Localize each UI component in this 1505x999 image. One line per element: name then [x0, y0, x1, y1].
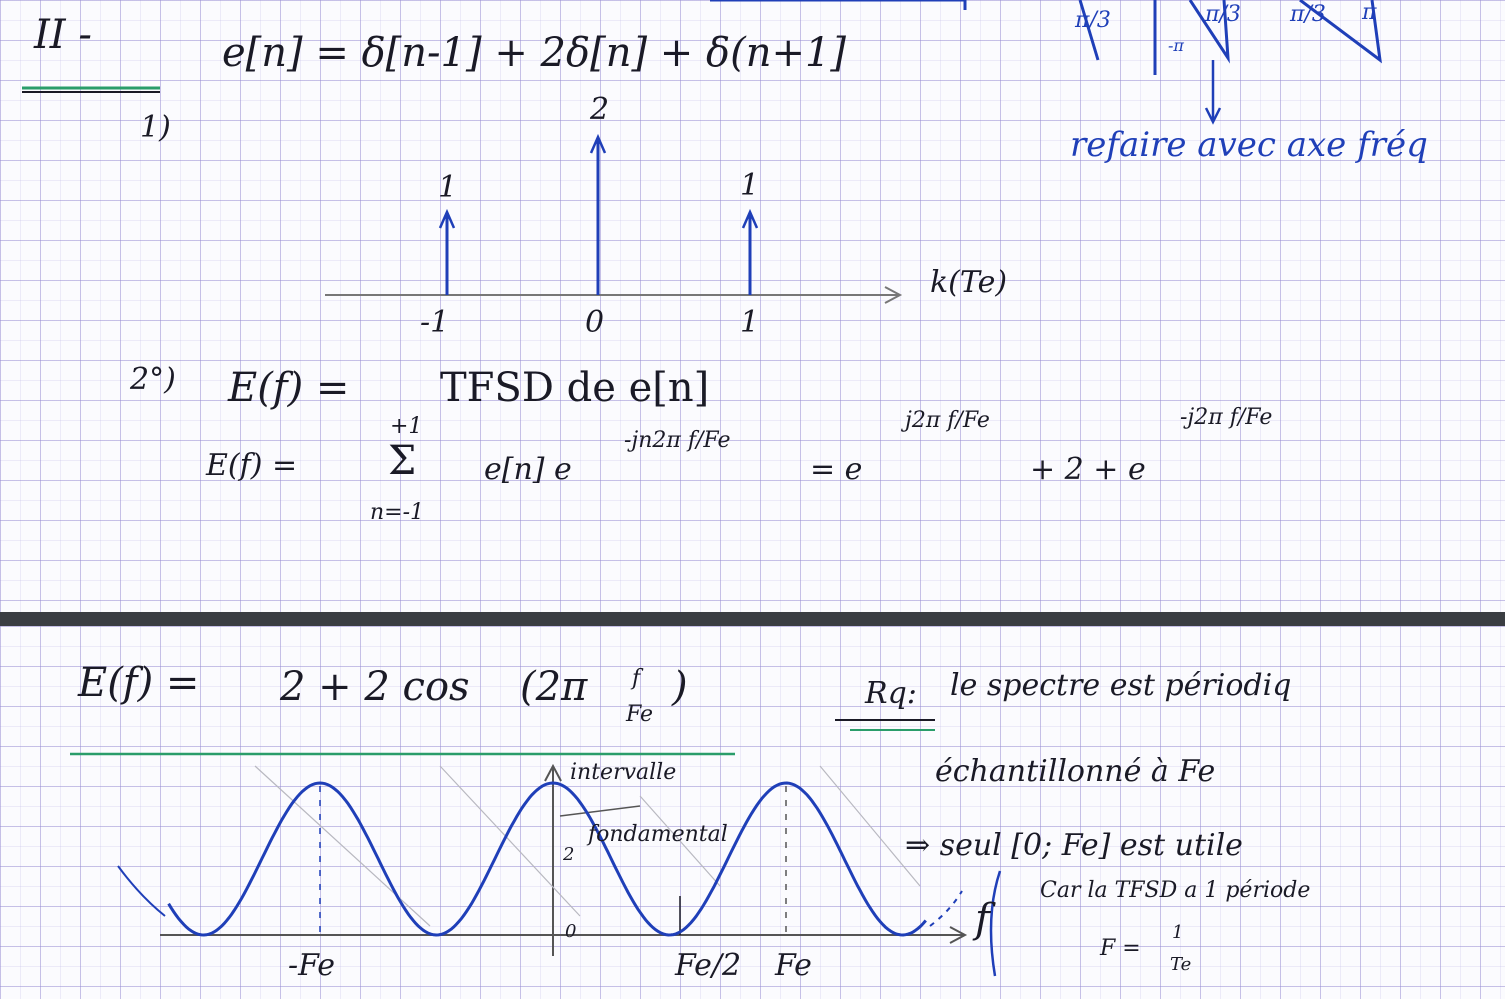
note-arrow-head [1204, 107, 1222, 125]
plot-origin-label: 0 [565, 921, 577, 942]
page1-drawing [22, 0, 1382, 304]
stem-n-label: 0 [585, 305, 605, 340]
sum-symbol: Σ [388, 438, 417, 484]
fragment-label: π/3 [1075, 8, 1111, 33]
result-lhs: E(f) = [78, 660, 200, 706]
remark-line-3: ⇒ seul [0; Fe] est utile [905, 828, 1243, 863]
fragment-label: π/3 [1205, 2, 1241, 27]
interval-label-1: intervalle [570, 760, 677, 785]
expansion-middle: + 2 + e [1030, 452, 1146, 487]
ef-definition-rhs: TFSD de e[n] [440, 365, 710, 411]
interval-label-2: fondamental [588, 822, 728, 847]
period-denominator: Te [1170, 954, 1192, 975]
ef-definition-lhs: E(f) = [228, 365, 350, 411]
plot-x-tick-neg-fe: -Fe [288, 948, 336, 983]
question-1-label: 1) [140, 110, 171, 145]
interval-arrow [559, 805, 641, 817]
stem-arrow [438, 208, 456, 229]
note-blue: refaire avec axe fréq [1070, 125, 1428, 165]
fragment-label: π/3 [1290, 2, 1326, 27]
page2-drawing [70, 719, 1002, 977]
sum-lhs: E(f) = [206, 448, 298, 483]
question-2-label: 2°) [130, 362, 176, 397]
curve-extension-right [929, 890, 963, 927]
remark-label: Rq: [865, 676, 917, 711]
stem-axis-arrow [884, 286, 903, 304]
plot-axis-label-f: f [975, 896, 990, 942]
plot-x-tick-half-fe: Fe/2 [675, 948, 742, 983]
curve-extension-left [117, 865, 166, 917]
result-arg-close: ) [672, 664, 688, 710]
stem-axis-label: k(Te) [930, 265, 1008, 300]
section-label: II - [34, 12, 92, 58]
plot-x-tick-fe: Fe [775, 948, 812, 983]
expansion-exponent-2: -j2π f/Fe [1180, 405, 1273, 430]
sum-term: e[n] e [484, 452, 572, 487]
stem-value-label: 1 [438, 170, 458, 205]
fragment-arrow [710, 0, 967, 10]
result-arg-prefix: (2π [520, 664, 588, 710]
notebook-page-bottom: E(f) = 2 + 2 cos (2π f Fe ) Rq: le spect… [0, 626, 1505, 999]
fragment-triangle [1153, 0, 1230, 75]
stem-n-label: 1 [740, 305, 760, 340]
result-rhs: 2 + 2 cos [280, 664, 470, 710]
fragment-triangle-2 [1299, 0, 1382, 64]
fragment-label: -π [1168, 36, 1184, 55]
sum-upper-bound: +1 [390, 414, 423, 439]
fragment-stroke [1078, 0, 1100, 61]
sum-lower-bound: n=-1 [370, 500, 425, 525]
plot-y-max-label: 2 [563, 844, 575, 865]
remark-line-2: échantillonné à Fe [935, 754, 1216, 789]
notebook-page-top: II - 1) e[n] = δ[n-1] + 2δ[n] + δ(n+1] π… [0, 0, 1505, 612]
stem-arrow [741, 208, 759, 229]
period-numerator: 1 [1172, 922, 1184, 943]
plot-hatch [254, 765, 921, 927]
period-formula-lhs: F = [1100, 936, 1141, 961]
result-arg-numerator: f [632, 666, 641, 691]
signal-equation: e[n] = δ[n-1] + 2δ[n] + δ(n+1] [222, 30, 847, 76]
result-arg-denominator: Fe [626, 702, 654, 727]
remark-brace [989, 870, 1002, 977]
remark-line-1: le spectre est périodiq [950, 668, 1292, 703]
plot-x-axis-arrow [949, 926, 968, 944]
fragment-label: π [1362, 0, 1377, 25]
plot-y-axis-arrow [544, 763, 562, 782]
stem-value-label: 2 [590, 92, 610, 127]
stem-arrow [589, 133, 607, 154]
spectrum-curve [167, 781, 927, 937]
stem-n-label: -1 [420, 305, 450, 340]
remark-line-4: Car la TFSD a 1 période [1040, 878, 1311, 903]
stem-value-label: 1 [740, 168, 760, 203]
expansion-exponent-1: j2π f/Fe [905, 408, 990, 433]
page-separator [0, 612, 1505, 626]
expansion-start: = e [810, 452, 863, 487]
sum-term-exponent: -jn2π f/Fe [624, 428, 731, 453]
